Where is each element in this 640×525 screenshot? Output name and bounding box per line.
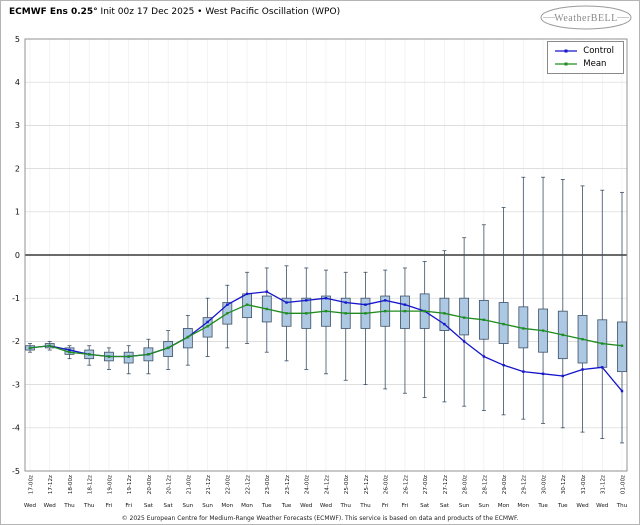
- svg-text:-3: -3: [12, 380, 20, 389]
- svg-text:1: 1: [15, 208, 20, 217]
- svg-text:Sun: Sun: [183, 503, 194, 509]
- svg-text:18-00z: 18-00z: [68, 475, 74, 494]
- svg-text:19-12z: 19-12z: [127, 475, 133, 494]
- svg-text:Wed: Wed: [320, 503, 333, 509]
- control-line-sample: [555, 49, 578, 53]
- svg-text:20-12z: 20-12z: [167, 475, 173, 494]
- svg-text:30-00z: 30-00z: [541, 475, 547, 494]
- svg-text:-2: -2: [12, 337, 20, 346]
- svg-text:Thu: Thu: [63, 503, 75, 509]
- svg-text:17-12z: 17-12z: [48, 475, 54, 494]
- svg-text:Tue: Tue: [281, 503, 292, 509]
- weatherbell-logo: WeatherBELL: [539, 4, 633, 35]
- svg-text:25-00z: 25-00z: [344, 475, 350, 494]
- svg-text:22-12z: 22-12z: [245, 475, 251, 494]
- legend-item-mean: Mean: [554, 59, 614, 69]
- svg-text:5: 5: [15, 35, 20, 44]
- legend: Control Mean: [547, 41, 624, 74]
- svg-text:28-12z: 28-12z: [482, 475, 488, 494]
- svg-text:30-12z: 30-12z: [561, 475, 567, 494]
- chart-title-model: ECMWF Ens 0.25°: [9, 7, 98, 17]
- svg-text:Mon: Mon: [221, 503, 233, 509]
- mean-line-sample: [555, 62, 578, 66]
- svg-text:27-00z: 27-00z: [423, 475, 429, 494]
- svg-text:31-12z: 31-12z: [601, 475, 607, 494]
- svg-text:Mon: Mon: [517, 503, 529, 509]
- svg-text:26-12z: 26-12z: [403, 475, 409, 494]
- chart-title: ECMWF Ens 0.25° Init 00z 17 Dec 2025 • W…: [9, 7, 340, 17]
- svg-text:19-00z: 19-00z: [107, 475, 113, 494]
- svg-text:Thu: Thu: [339, 503, 351, 509]
- weatherbell-logo-graphic: WeatherBELL: [540, 5, 632, 30]
- svg-text:20-00z: 20-00z: [147, 475, 153, 494]
- svg-text:Wed: Wed: [300, 503, 313, 509]
- svg-text:24-00z: 24-00z: [305, 475, 311, 494]
- legend-item-control: Control: [554, 46, 614, 56]
- svg-text:Sat: Sat: [164, 503, 174, 509]
- svg-text:29-00z: 29-00z: [502, 475, 508, 494]
- copyright-notice: © 2025 European Centre for Medium-Range …: [121, 515, 519, 522]
- svg-text:Tue: Tue: [537, 503, 548, 509]
- svg-text:Tue: Tue: [261, 503, 272, 509]
- svg-text:-1: -1: [12, 294, 20, 303]
- svg-text:Sat: Sat: [144, 503, 154, 509]
- svg-text:Wed: Wed: [44, 503, 57, 509]
- svg-text:Mon: Mon: [498, 503, 510, 509]
- svg-text:0: 0: [15, 251, 20, 260]
- svg-text:Sun: Sun: [479, 503, 490, 509]
- weatherbell-logo-text: WeatherBELL: [554, 13, 618, 24]
- svg-text:Sat: Sat: [420, 503, 430, 509]
- svg-text:Sat: Sat: [440, 503, 450, 509]
- svg-text:Thu: Thu: [359, 503, 371, 509]
- svg-text:Wed: Wed: [24, 503, 37, 509]
- svg-text:Sun: Sun: [459, 503, 470, 509]
- svg-text:4: 4: [15, 78, 20, 87]
- svg-text:Fri: Fri: [106, 503, 113, 509]
- svg-text:01-00z: 01-00z: [620, 475, 626, 494]
- svg-text:18-12z: 18-12z: [88, 475, 94, 494]
- svg-text:Thu: Thu: [83, 503, 95, 509]
- svg-text:29-12z: 29-12z: [522, 475, 528, 494]
- chart-title-subtitle: Init 00z 17 Dec 2025 • West Pacific Osci…: [100, 7, 341, 17]
- svg-text:Fri: Fri: [402, 503, 409, 509]
- svg-text:23-00z: 23-00z: [265, 475, 271, 494]
- svg-text:Fri: Fri: [382, 503, 389, 509]
- svg-text:21-12z: 21-12z: [206, 475, 212, 494]
- legend-label-mean: Mean: [583, 59, 607, 69]
- svg-text:26-00z: 26-00z: [384, 475, 390, 494]
- svg-text:2: 2: [15, 164, 20, 173]
- svg-text:Tue: Tue: [557, 503, 568, 509]
- svg-text:Wed: Wed: [596, 503, 609, 509]
- svg-text:23-12z: 23-12z: [285, 475, 291, 494]
- svg-text:25-12z: 25-12z: [364, 475, 370, 494]
- svg-text:Thu: Thu: [616, 503, 628, 509]
- svg-text:31-00z: 31-00z: [581, 475, 587, 494]
- svg-text:-4: -4: [12, 424, 20, 433]
- svg-text:-5: -5: [12, 467, 20, 476]
- svg-text:Sun: Sun: [202, 503, 213, 509]
- svg-text:21-00z: 21-00z: [186, 475, 192, 494]
- legend-label-control: Control: [583, 46, 614, 56]
- svg-text:Wed: Wed: [576, 503, 589, 509]
- svg-text:28-00z: 28-00z: [463, 475, 469, 494]
- svg-text:17-00z: 17-00z: [28, 475, 34, 494]
- svg-text:3: 3: [15, 121, 20, 130]
- svg-text:Mon: Mon: [241, 503, 253, 509]
- svg-text:24-12z: 24-12z: [324, 475, 330, 494]
- svg-text:22-00z: 22-00z: [226, 475, 232, 494]
- svg-text:Fri: Fri: [125, 503, 132, 509]
- chart-canvas: 5 4 3 2 1 0 -1 -2 -3 -4 -5 17-00z 17-12z 18-00z 18-12z…: [12, 35, 628, 509]
- svg-text:27-12z: 27-12z: [443, 475, 449, 494]
